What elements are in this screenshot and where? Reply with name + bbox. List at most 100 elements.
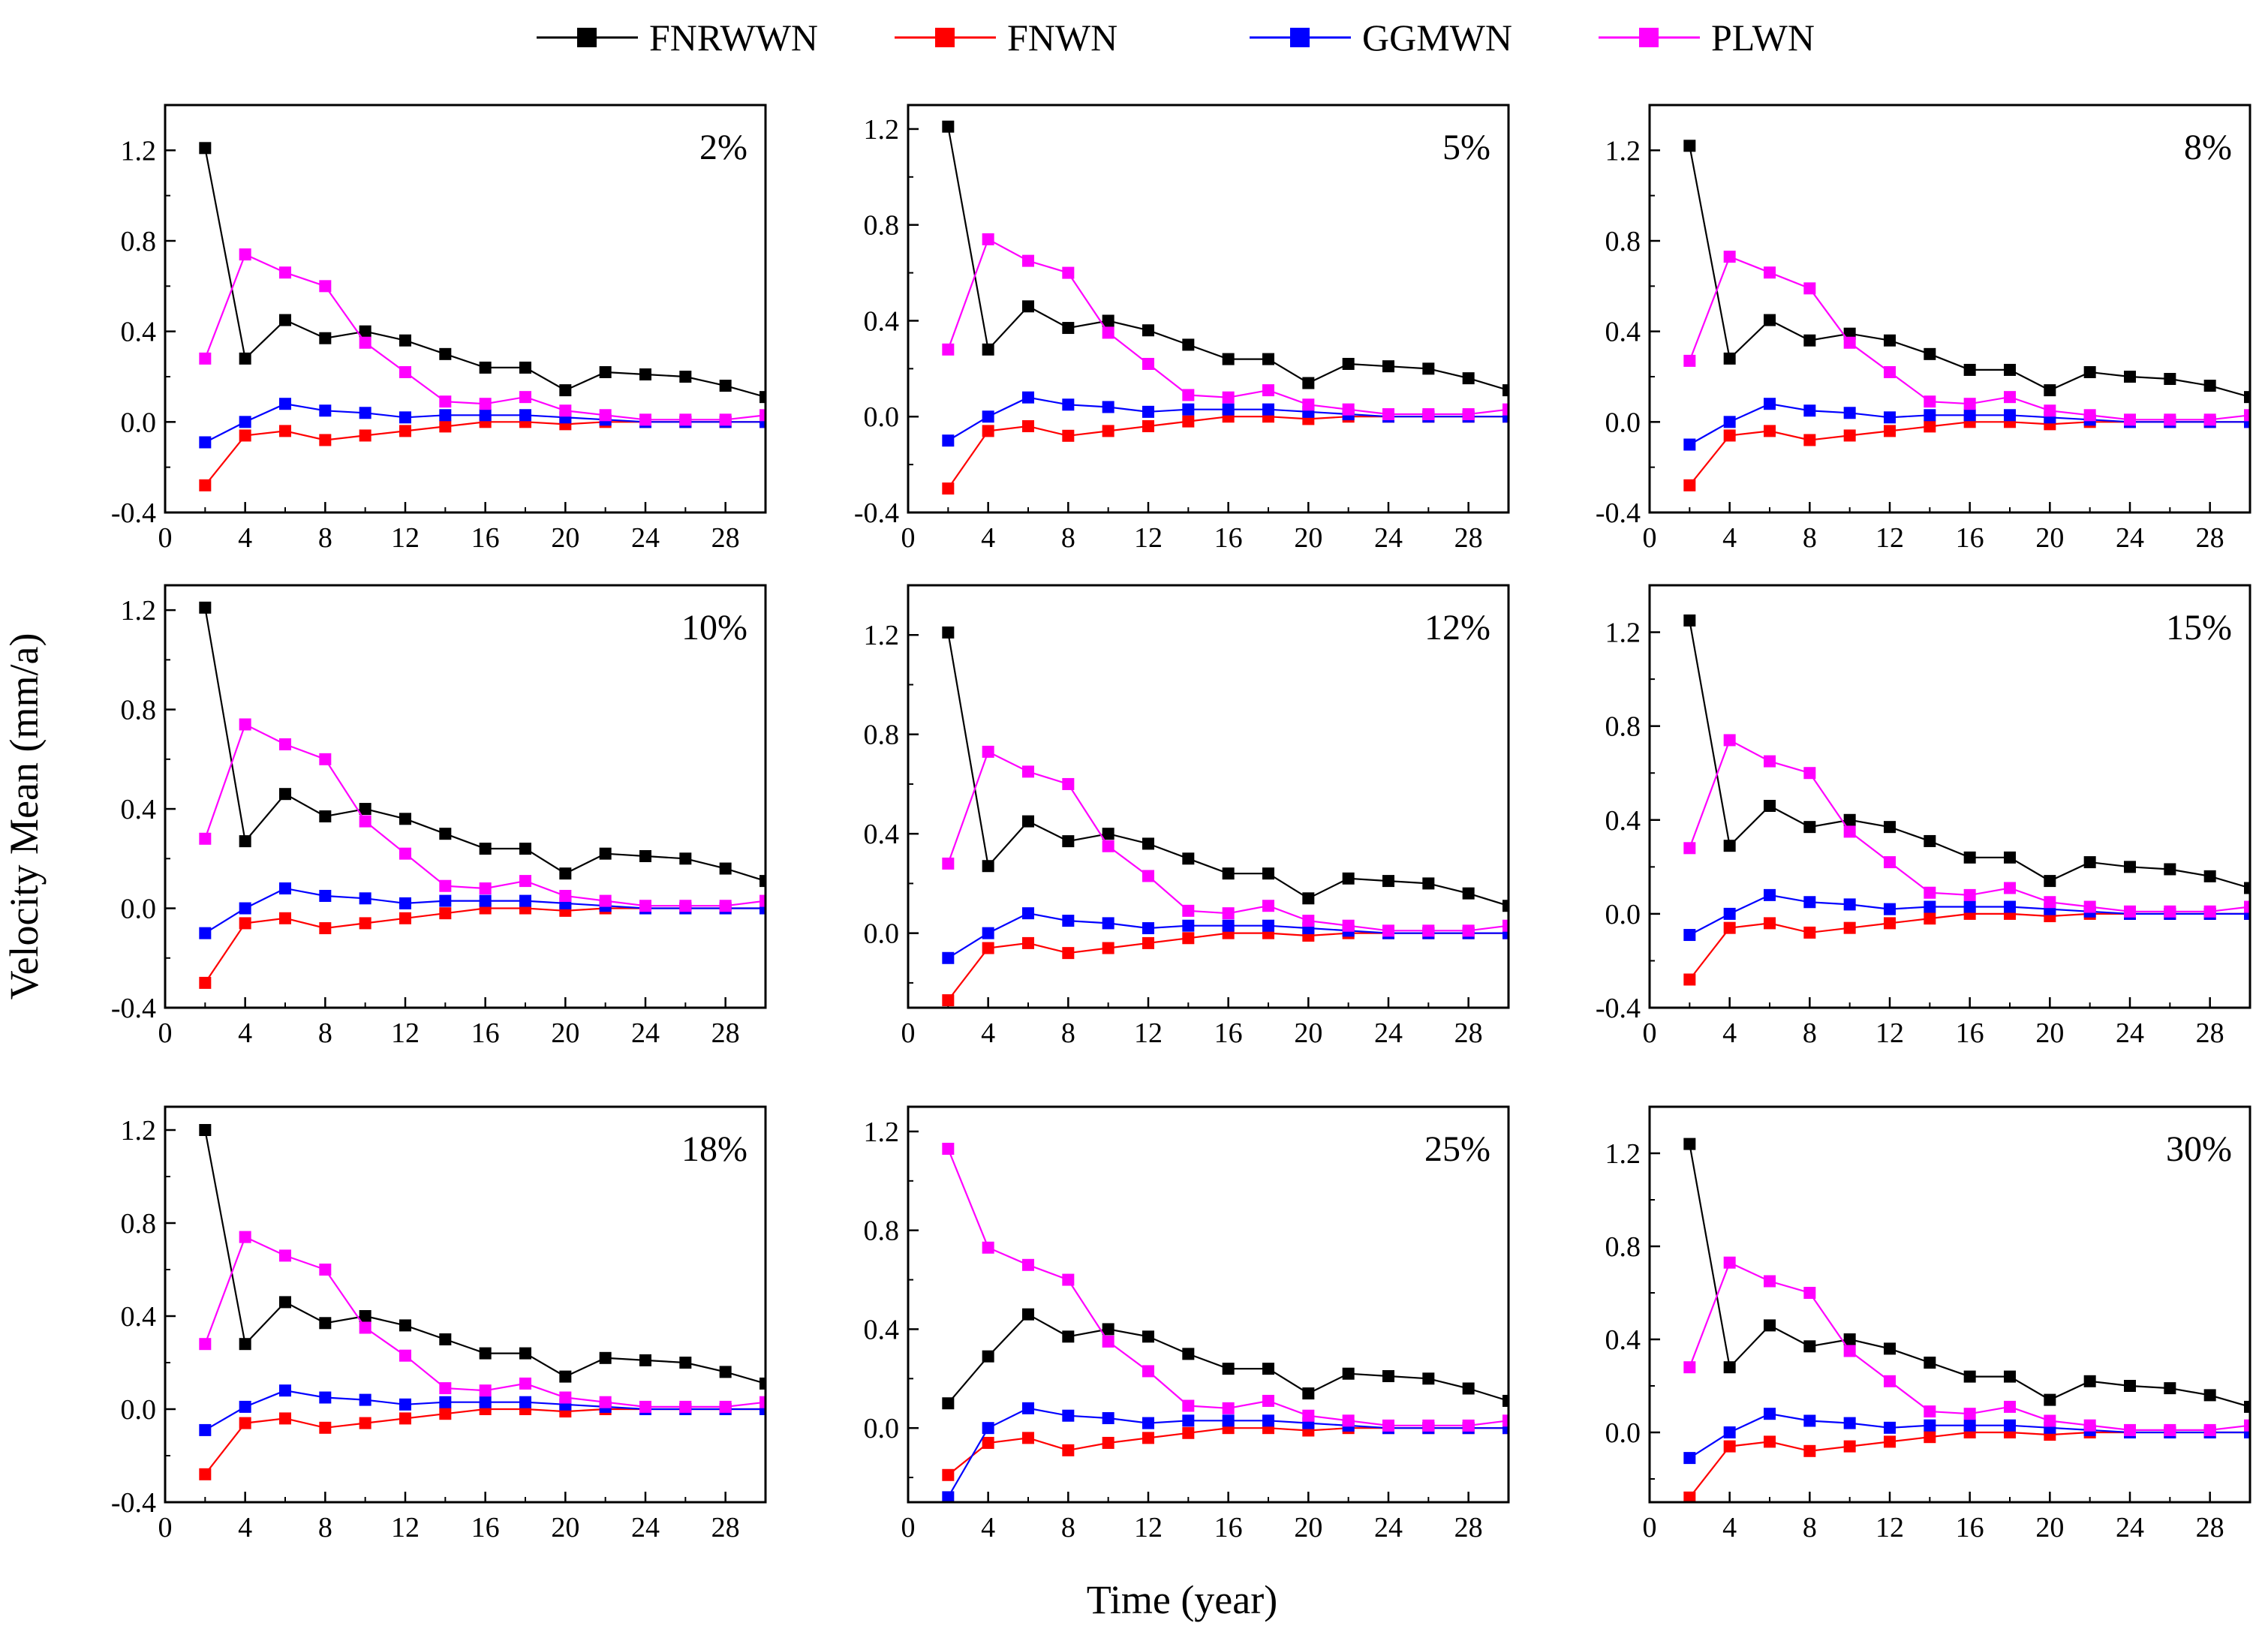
data-point-ggmwn [1963,1419,1976,1432]
data-point-fnrwwn [1924,1357,1936,1369]
y-tick-label: 0.8 [864,1216,900,1247]
data-point-plwn [319,280,332,293]
data-point-fnrwwn [1963,1370,1976,1383]
y-tick-label: 0.8 [864,210,900,242]
panel-label-30pct: 30% [2166,1129,2232,1169]
data-point-fnwn [1102,425,1114,437]
y-tick-label: -0.4 [111,993,156,1024]
data-point-fnrwwn [359,1310,371,1322]
data-point-fnrwwn [1843,327,1856,340]
x-tick-label: 0 [901,1512,916,1543]
data-point-plwn [1924,395,1936,408]
data-point-plwn [1422,924,1435,937]
axes-frame-12pct [907,584,1510,1009]
data-point-fnrwwn [559,1370,572,1383]
x-tick-label: 4 [238,522,252,554]
x-tick-label: 24 [631,522,660,554]
data-point-fnrwwn [1142,324,1154,337]
data-point-fnrwwn [399,334,411,347]
data-point-fnrwwn [1924,347,1936,360]
data-point-fnrwwn [2044,875,2056,888]
data-point-fnrwwn [1182,852,1195,865]
data-point-ggmwn [359,407,371,419]
data-point-fnwn [399,1412,411,1425]
x-tick-label: 24 [1374,522,1403,554]
data-point-fnwn [1142,936,1154,949]
data-point-ggmwn [1142,1417,1154,1429]
data-point-fnrwwn [679,1357,692,1369]
axes-frame-10pct [164,584,767,1009]
series-line-plwn-8pct [1689,255,2250,421]
data-point-plwn [479,398,492,410]
data-point-ggmwn [1683,929,1696,942]
data-point-plwn [1843,1345,1856,1357]
x-tick-label: 4 [981,522,995,554]
data-point-fnrwwn [1102,828,1114,840]
data-point-ggmwn [239,902,251,915]
data-point-plwn [359,1321,371,1334]
axes-frame-2pct [164,104,767,514]
y-tick-label: 0.4 [1605,317,1641,348]
x-tick-label: 4 [981,1017,995,1049]
y-tick-label: -0.4 [1596,993,1641,1024]
y-tick-label: 0.0 [1605,899,1641,930]
data-point-ggmwn [519,1396,531,1408]
data-point-plwn [519,1377,531,1390]
data-point-plwn [2124,413,2136,426]
data-point-plwn [1723,734,1736,747]
data-point-fnrwwn [760,391,766,404]
x-tick-label: 28 [2196,1512,2224,1543]
x-tick-label: 4 [1722,1512,1737,1543]
data-point-plwn [760,409,766,422]
y-tick-label: 1.2 [121,1115,157,1147]
y-tick-label: -0.4 [111,1487,156,1519]
data-point-fnrwwn [279,314,291,326]
data-point-plwn [1502,919,1508,932]
x-tick-label: 4 [1722,1017,1737,1049]
y-tick-label: 1.2 [864,114,900,146]
panel-label-25pct: 25% [1424,1129,1490,1169]
data-point-fnwn [399,425,411,437]
data-point-ggmwn [1102,401,1114,413]
data-point-fnwn [1884,425,1896,437]
y-tick-label: 0.4 [864,819,900,850]
data-point-ggmwn [1502,927,1508,939]
data-point-plwn [599,1396,612,1408]
data-point-plwn [239,1231,251,1243]
data-point-fnwn [1182,1426,1195,1439]
data-point-fnrwwn [639,368,651,380]
data-point-plwn [760,894,766,907]
x-tick-label: 20 [1294,1512,1322,1543]
data-point-plwn [599,409,612,422]
data-point-fnrwwn [1963,851,1976,864]
data-point-plwn [1142,357,1154,370]
data-point-fnrwwn [1022,815,1034,828]
plot-area-30pct [1683,1138,2250,1502]
y-tick-label: 1.2 [121,135,157,167]
data-point-ggmwn [1182,403,1195,416]
axes-frame-8pct [1648,104,2251,514]
y-axis-title: Velocity Mean (mm/a) [2,633,47,1000]
data-point-fnrwwn [1764,800,1776,813]
data-point-fnrwwn [1262,1363,1274,1375]
x-tick-label: 28 [1454,522,1483,554]
data-point-fnrwwn [1803,821,1816,834]
data-point-fnrwwn [439,347,452,360]
legend-marker-ggmwn [1290,28,1310,47]
data-point-fnrwwn [559,384,572,397]
data-point-fnwn [1022,1432,1034,1444]
data-point-plwn [2244,409,2250,422]
y-tick-label: 0.4 [121,1301,157,1333]
x-tick-label: 28 [711,1017,740,1049]
data-point-fnrwwn [2244,882,2250,894]
data-point-plwn [1102,326,1114,339]
data-point-ggmwn [1764,1408,1776,1420]
panel-label-12pct: 12% [1424,608,1490,648]
y-tick-label: 0.8 [121,695,157,726]
y-tick-label: 0.8 [1605,711,1641,743]
x-tick-label: 20 [551,1017,579,1049]
data-point-fnrwwn [359,803,371,816]
data-point-fnwn [279,912,291,924]
data-point-plwn [942,1142,955,1155]
